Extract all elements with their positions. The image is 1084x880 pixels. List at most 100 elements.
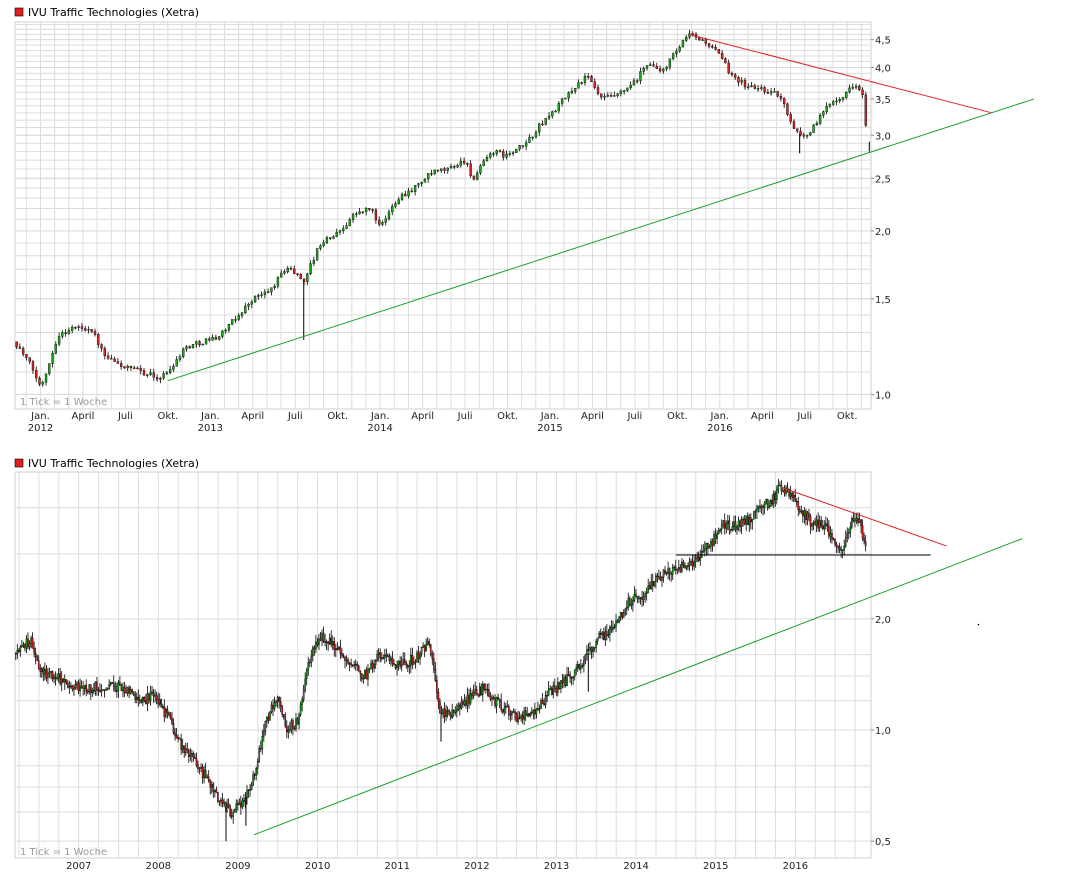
candle-body [802, 134, 805, 137]
candle-body [837, 545, 839, 548]
candle-body [462, 701, 464, 705]
candle-body [511, 711, 513, 715]
candle-body [547, 688, 550, 696]
candle-body [353, 664, 355, 666]
candle-body [716, 533, 718, 539]
candle-body [397, 660, 400, 665]
candle-body [373, 664, 375, 669]
candle-body [159, 377, 162, 380]
candle-body [673, 566, 676, 569]
candle-body [805, 134, 809, 137]
candle-body [307, 662, 310, 671]
candle-body [527, 713, 530, 717]
candle-body [405, 662, 408, 666]
candle-body [84, 328, 87, 331]
candle-body [19, 646, 22, 652]
candle-body [756, 88, 760, 90]
candle-body [622, 612, 625, 618]
candle-body [65, 679, 68, 684]
candle-body [361, 673, 363, 679]
candle-body [838, 547, 841, 550]
candle-body [67, 330, 71, 334]
candle-body [626, 87, 629, 91]
candle-body [417, 652, 420, 660]
candle-body [641, 596, 643, 600]
candle-body [270, 704, 273, 713]
candle-body [186, 748, 189, 751]
candle-body [598, 633, 600, 639]
candle-body [165, 372, 169, 374]
candle-body [292, 720, 294, 729]
candle-body [53, 676, 55, 680]
candle-body [521, 145, 525, 147]
candle-body [286, 268, 289, 272]
candle-body [103, 348, 107, 357]
candle-body [573, 88, 577, 92]
x-year-label: 2015 [537, 423, 562, 434]
candle-body [214, 789, 216, 792]
trendlines-bottom [253, 486, 1023, 836]
candle-body [524, 142, 528, 147]
candle-body [796, 128, 799, 132]
candle-body [656, 575, 659, 578]
candle-body [795, 500, 798, 503]
candle-body [316, 641, 319, 646]
candle-body [296, 273, 299, 275]
candle-body [56, 677, 58, 680]
candle-body [201, 766, 204, 779]
candle-body [289, 729, 291, 731]
candle-body [469, 693, 472, 704]
candle-body [185, 346, 188, 350]
candle-body [475, 688, 478, 695]
candle-body [828, 525, 830, 537]
candle-body [361, 211, 365, 213]
candle-body [573, 669, 576, 677]
candle-body [157, 699, 159, 705]
y-tick-label: 4,5 [875, 36, 891, 47]
candle-body [719, 528, 721, 531]
candle-body [551, 111, 554, 117]
candle-body [474, 688, 476, 693]
candle-body [356, 663, 359, 667]
candle-body [15, 341, 18, 348]
candle-body [501, 709, 504, 713]
candle-body [221, 330, 224, 337]
candle-body [146, 374, 149, 376]
candle-body [508, 706, 510, 715]
candle-body [748, 517, 751, 525]
candle-body [704, 39, 707, 44]
x-tick-label: Okt. [667, 411, 688, 422]
legend-color-box-bottom [14, 458, 24, 468]
candle-body [492, 697, 495, 699]
candle-body [382, 657, 385, 659]
candle-body [544, 695, 547, 705]
candle-body [419, 653, 421, 660]
candle-body [172, 723, 175, 733]
candle-body [135, 696, 138, 700]
candle-body [561, 680, 564, 684]
candle-body [200, 766, 202, 769]
candle-body [610, 626, 613, 630]
candle-body [575, 667, 578, 670]
resistance-trendline [689, 33, 992, 114]
candle-body [753, 85, 756, 89]
candle-body [717, 530, 720, 535]
candle-body [414, 661, 417, 664]
candle-body [537, 708, 539, 710]
candle-body [495, 697, 498, 707]
candle-body [394, 203, 397, 207]
candle-body [736, 526, 738, 530]
resistance-trendline [780, 486, 947, 547]
candle-body [330, 637, 333, 646]
candle-body [607, 634, 610, 636]
candle-body [459, 160, 463, 166]
candle-body [312, 259, 316, 264]
candle-body [71, 685, 74, 690]
candle-body [335, 232, 338, 237]
candle-body [328, 637, 331, 645]
candle-body [688, 33, 691, 38]
candle-body [860, 519, 862, 527]
candle-body [192, 753, 195, 758]
candle-body [704, 547, 706, 552]
